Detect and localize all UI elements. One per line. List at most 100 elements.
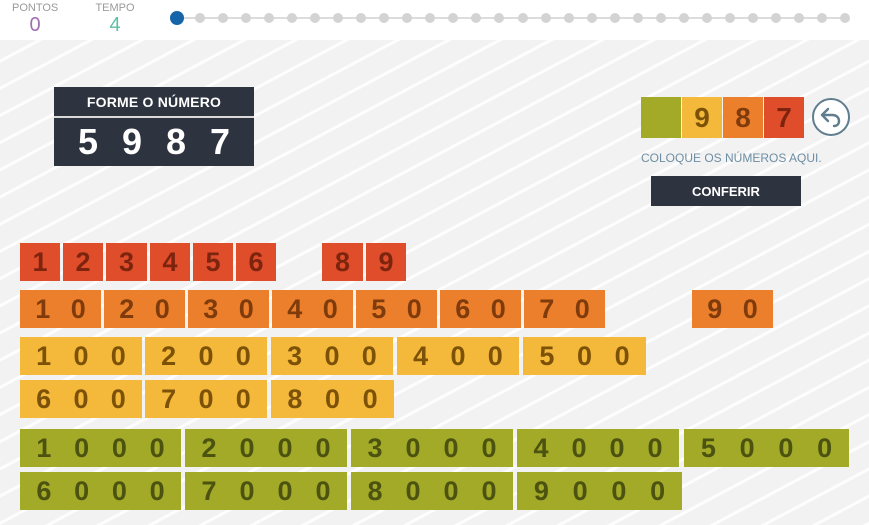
- tile-digit: 9: [707, 293, 723, 324]
- tile-digit: 0: [324, 340, 340, 371]
- tile-digit: 0: [149, 475, 165, 506]
- target-digit: 7: [209, 121, 231, 162]
- tile-digit: 1: [36, 340, 52, 371]
- unit-tile[interactable]: 6: [236, 243, 276, 281]
- progress-dot: [264, 13, 274, 23]
- unit-tile[interactable]: 3: [106, 243, 147, 281]
- tile-digit: 0: [490, 293, 506, 324]
- tile-digit: 7: [201, 475, 217, 506]
- target-digit: 8: [165, 121, 187, 162]
- progress-dot: [541, 13, 551, 23]
- progress-dot: [471, 13, 481, 23]
- tile-digit: 0: [198, 383, 214, 414]
- tile-digit: 7: [539, 293, 555, 324]
- points-value: 0: [29, 14, 41, 36]
- unit-tile[interactable]: 2: [63, 243, 103, 281]
- progress-dot: [195, 13, 205, 23]
- tile-digit: 3: [287, 340, 303, 371]
- progress-dot: [402, 13, 412, 23]
- tile-digit: 0: [239, 475, 255, 506]
- tile-digit: 0: [74, 475, 90, 506]
- tile-digit: 0: [611, 475, 627, 506]
- answer-slot-thousands[interactable]: [641, 97, 681, 138]
- undo-button[interactable]: [812, 98, 850, 136]
- tile-digit: 0: [650, 475, 666, 506]
- tile-digit: 1: [36, 432, 52, 463]
- tile-digit: 0: [238, 293, 254, 324]
- progress-dot: [817, 13, 827, 23]
- progress-line: [174, 17, 848, 19]
- progress-dot: [518, 13, 528, 23]
- progress-dot: [170, 11, 184, 25]
- tile-digit: 0: [574, 293, 590, 324]
- tile-digit: 0: [576, 340, 592, 371]
- tile-digit: 0: [739, 432, 755, 463]
- top-bar: PONTOS 0 TEMPO 4: [0, 0, 869, 40]
- answer-slot-hundreds[interactable]: 9: [682, 97, 722, 138]
- tile-digit: 0: [817, 432, 833, 463]
- unit-tile[interactable]: 8: [322, 243, 363, 281]
- tile-digit: 0: [742, 293, 758, 324]
- answer-slot-units[interactable]: 7: [764, 97, 804, 138]
- progress-dot: [356, 13, 366, 23]
- unit-tile[interactable]: 4: [150, 243, 190, 281]
- unit-tile[interactable]: 5: [193, 243, 233, 281]
- undo-icon: [820, 107, 841, 128]
- tile-digit: 0: [111, 475, 127, 506]
- tile-digit: 5: [371, 293, 387, 324]
- progress-dot: [310, 13, 320, 23]
- tile-digit: 0: [481, 432, 497, 463]
- tile-digit: 3: [367, 432, 383, 463]
- check-button[interactable]: CONFERIR: [651, 176, 801, 206]
- progress-dot: [794, 13, 804, 23]
- answer-slot-tens[interactable]: 8: [723, 97, 763, 138]
- tile-digit: 0: [405, 432, 421, 463]
- progress-dot: [748, 13, 758, 23]
- tile-digit: 3: [203, 293, 219, 324]
- progress-track: [170, 11, 850, 25]
- unit-tile[interactable]: 1: [20, 243, 60, 281]
- tile-digit: 1: [35, 293, 51, 324]
- tile-digit: 0: [443, 432, 459, 463]
- tile-digit: 0: [235, 383, 251, 414]
- tile-digit: 8: [367, 475, 383, 506]
- unit-tile[interactable]: 9: [366, 243, 406, 281]
- tile-digit: 2: [201, 432, 217, 463]
- tile-digit: 0: [647, 432, 663, 463]
- progress-dot: [448, 13, 458, 23]
- tile-digit: 0: [154, 293, 170, 324]
- time-value: 4: [109, 14, 121, 36]
- tile-digit: 0: [315, 432, 331, 463]
- tile-digit: 0: [405, 475, 421, 506]
- tile-digit: 0: [277, 475, 293, 506]
- progress-dot: [379, 13, 389, 23]
- tile-digit: 0: [198, 340, 214, 371]
- tile-digit: 0: [110, 383, 126, 414]
- answer-hint: COLOQUE OS NÚMEROS AQUI.: [641, 151, 822, 165]
